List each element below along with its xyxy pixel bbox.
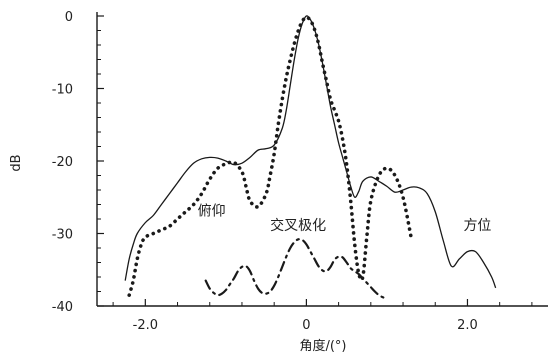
y-tick-label: 0 bbox=[65, 10, 73, 25]
y-axis-label: dB bbox=[9, 154, 24, 171]
x-tick-label: -2.0 bbox=[133, 318, 158, 333]
y-tick-label: -20 bbox=[52, 155, 73, 170]
x-tick-label: 0 bbox=[302, 318, 310, 333]
annotation-label: 俯仰 bbox=[198, 203, 226, 219]
y-tick-label: -30 bbox=[52, 228, 73, 243]
series-elevation bbox=[127, 15, 413, 297]
y-axis: 0 -10 -20 -30 -40 bbox=[52, 10, 104, 315]
y-tick-label: -10 bbox=[52, 83, 73, 98]
series-azimuth bbox=[124, 15, 497, 289]
annotation-label: 交叉极化 bbox=[270, 217, 326, 234]
series-group bbox=[124, 15, 497, 300]
x-axis: -2.0 0 2.0 bbox=[97, 299, 548, 333]
annotation-label: 方位 bbox=[463, 218, 491, 234]
x-axis-label: 角度/(°) bbox=[299, 338, 346, 354]
y-tick-label: -40 bbox=[52, 300, 73, 315]
x-tick-label: 2.0 bbox=[457, 318, 478, 333]
series-cross-polarization bbox=[204, 238, 389, 300]
